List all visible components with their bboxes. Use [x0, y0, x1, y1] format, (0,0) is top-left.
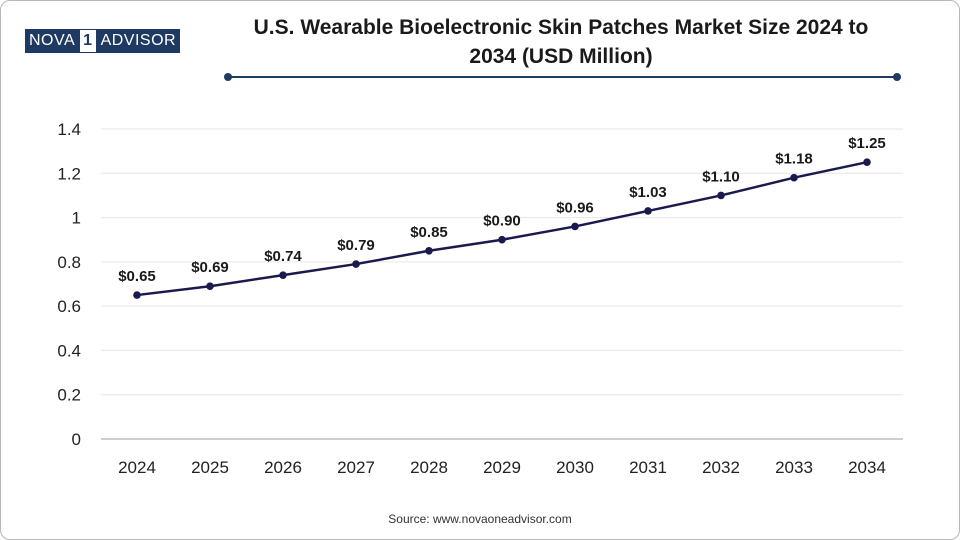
data-label: $1.25 — [848, 135, 886, 152]
axes: 0 0.2 0.4 0.6 0.8 1 1.2 1.4 2024 2025 2026 2027 2028… — [57, 120, 903, 477]
chart-title-line-1: U.S. Wearable Bioelectronic Skin Patches… — [253, 16, 869, 39]
y-tick-label: 1.2 — [57, 164, 81, 183]
x-tick-label: 2031 — [629, 458, 667, 477]
title-underline-right-dot — [893, 73, 901, 81]
logo-left-text: NOVA — [25, 29, 80, 53]
data-label: $0.65 — [118, 268, 156, 285]
gridlines — [101, 128, 903, 396]
chart-title: U.S. Wearable Bioelectronic Skin Patches… — [201, 13, 921, 71]
data-point — [133, 291, 141, 299]
y-tick-label: 1 — [72, 209, 81, 228]
data-label: $1.03 — [629, 184, 667, 201]
data-point — [571, 222, 579, 231]
novaoneadvisor-logo: NOVA 1 ADVISOR — [25, 29, 181, 53]
y-tick-label: 0.6 — [57, 297, 81, 316]
data-point — [206, 282, 214, 291]
x-tick-label: 2030 — [556, 458, 594, 477]
x-tick-label: 2024 — [118, 458, 156, 477]
data-point — [717, 191, 725, 200]
x-tick-label: 2033 — [775, 458, 813, 477]
title-underline-left-dot — [224, 73, 232, 81]
data-label: $1.10 — [702, 168, 740, 185]
data-point — [352, 260, 360, 268]
x-tick-label: 2032 — [702, 458, 740, 477]
logo-right-text: ADVISOR — [96, 29, 181, 53]
series — [133, 158, 871, 299]
data-label: $0.79 — [337, 237, 375, 254]
data-point — [863, 158, 871, 167]
x-tick-label: 2027 — [337, 458, 375, 477]
data-point — [790, 173, 798, 182]
data-label: $0.74 — [264, 248, 302, 265]
data-label: $0.85 — [410, 224, 448, 241]
x-tick-label: 2026 — [264, 458, 302, 477]
data-label: $0.90 — [483, 213, 521, 230]
data-labels: $0.65 $0.69 $0.74 $0.79 $0.85 $0.90 $0.96 $1.03… — [118, 135, 886, 285]
y-tick-label: 0.4 — [57, 341, 81, 360]
source-note: Source: www.novaoneadvisor.com — [388, 512, 572, 526]
x-tick-label: 2029 — [483, 458, 521, 477]
data-point — [644, 207, 652, 215]
x-tick-label: 2028 — [410, 458, 448, 477]
y-tick-label: 1.4 — [57, 120, 81, 139]
data-point — [498, 235, 506, 244]
logo-mid-text: 1 — [79, 29, 97, 53]
y-tick-label: 0.2 — [57, 386, 81, 405]
x-tick-label: 2025 — [191, 458, 229, 477]
y-tick-label: 0.8 — [57, 253, 81, 272]
y-tick-label: 0 — [72, 430, 81, 449]
data-label: $0.69 — [191, 259, 229, 276]
x-tick-label: 2034 — [848, 458, 886, 477]
data-point — [425, 246, 433, 255]
data-point — [279, 271, 287, 279]
data-label: $0.96 — [556, 199, 594, 216]
chart-title-line-2: 2034 (USD Million) — [469, 45, 653, 68]
data-label: $1.18 — [775, 151, 813, 168]
